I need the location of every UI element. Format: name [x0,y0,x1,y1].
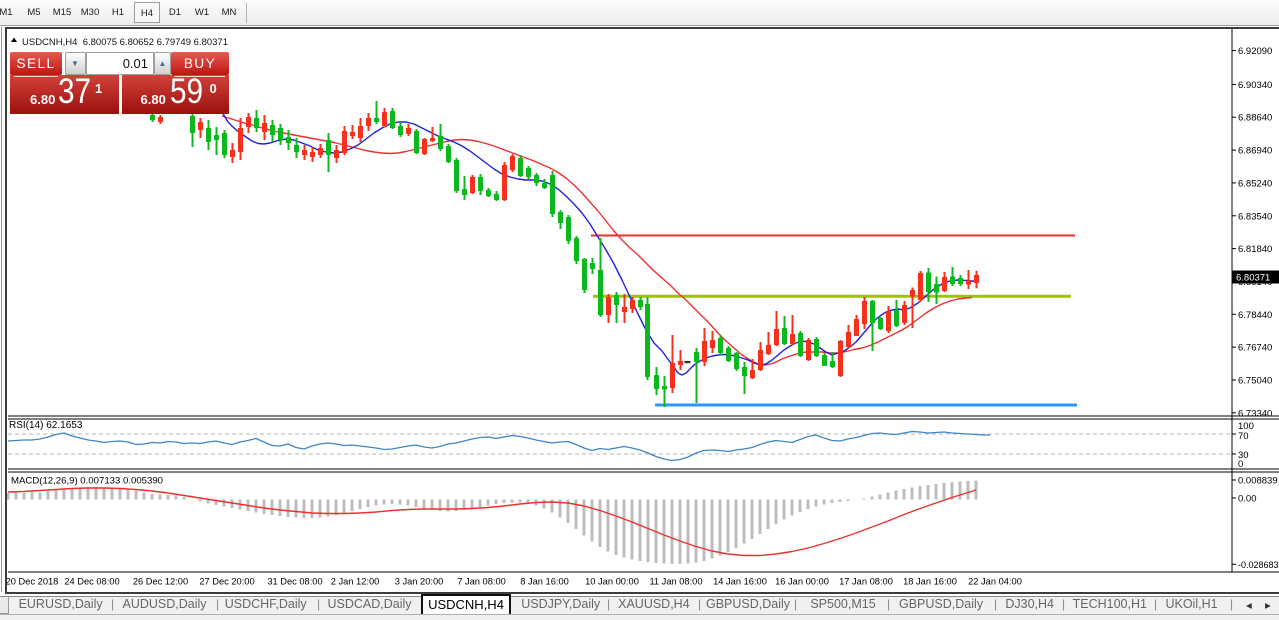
svg-text:6.85240: 6.85240 [1238,178,1272,189]
svg-text:RSI(14) 62.1653: RSI(14) 62.1653 [9,420,83,431]
svg-text:6.80371: 6.80371 [1236,273,1270,284]
svg-text:2 Jan 12:00: 2 Jan 12:00 [331,577,380,587]
svg-text:10 Jan 00:00: 10 Jan 00:00 [585,577,639,587]
svg-text:22 Jan 04:00: 22 Jan 04:00 [968,577,1022,587]
svg-text:30: 30 [1238,450,1249,461]
svg-text:0.00: 0.00 [1238,494,1257,505]
svg-text:-0.028683: -0.028683 [1238,560,1279,570]
svg-text:7 Jan 08:00: 7 Jan 08:00 [457,577,506,587]
svg-text:6.75040: 6.75040 [1238,376,1272,387]
svg-text:6.76740: 6.76740 [1238,343,1272,354]
svg-text:6.92090: 6.92090 [1238,46,1272,57]
svg-text:0.008839: 0.008839 [1238,476,1278,487]
svg-text:6.86940: 6.86940 [1238,146,1272,157]
svg-text:26 Dec 12:00: 26 Dec 12:00 [133,577,188,587]
svg-text:31 Dec 08:00: 31 Dec 08:00 [267,577,322,587]
svg-text:6.78440: 6.78440 [1238,310,1272,321]
svg-text:6.90340: 6.90340 [1238,80,1272,91]
svg-text:24 Dec 08:00: 24 Dec 08:00 [64,577,119,587]
svg-text:14 Jan 16:00: 14 Jan 16:00 [713,577,767,587]
svg-text:3 Jan 20:00: 3 Jan 20:00 [395,577,444,587]
svg-text:MACD(12,26,9) 0.007133 0.00539: MACD(12,26,9) 0.007133 0.005390 [11,476,163,487]
svg-text:70: 70 [1238,431,1249,442]
svg-text:18 Jan 16:00: 18 Jan 16:00 [903,577,957,587]
svg-text:17 Jan 08:00: 17 Jan 08:00 [839,577,893,587]
svg-text:16 Jan 00:00: 16 Jan 00:00 [775,577,829,587]
svg-text:27 Dec 20:00: 27 Dec 20:00 [199,577,254,587]
svg-text:6.73340: 6.73340 [1238,408,1272,419]
svg-text:6.83540: 6.83540 [1238,211,1272,222]
svg-text:6.88640: 6.88640 [1238,113,1272,124]
svg-text:0: 0 [1238,459,1243,470]
svg-text:8 Jan 16:00: 8 Jan 16:00 [520,577,569,587]
svg-text:6.81840: 6.81840 [1238,244,1272,255]
svg-text:20 Dec 2018: 20 Dec 2018 [6,577,59,587]
svg-text:100: 100 [1238,421,1254,432]
svg-text:11 Jan 08:00: 11 Jan 08:00 [649,577,702,587]
